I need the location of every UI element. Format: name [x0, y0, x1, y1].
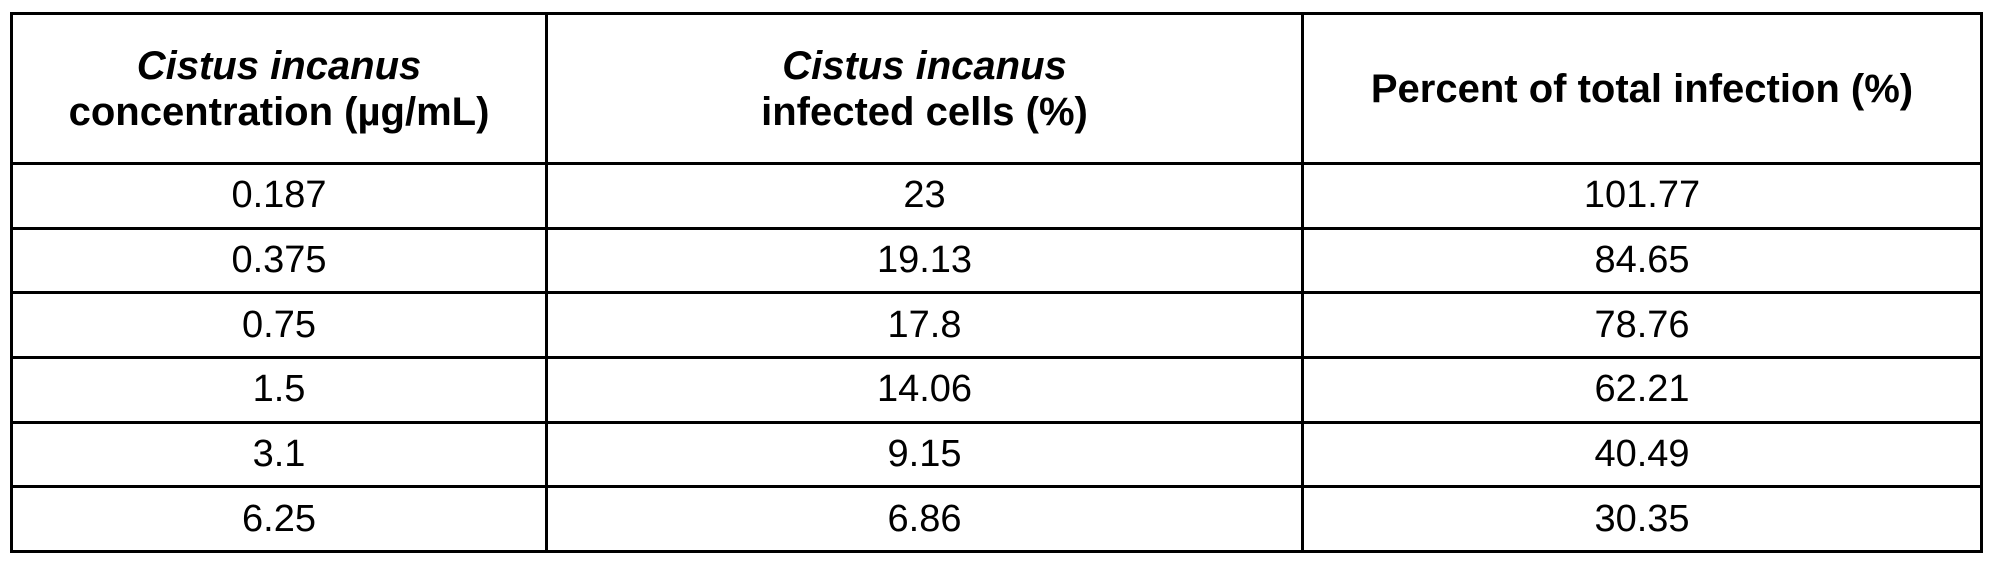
cell-concentration: 1.5: [10, 355, 548, 424]
cell-concentration: 0.187: [10, 162, 548, 230]
cell-percent-total: 30.35: [1301, 485, 1983, 553]
table-row: 0.375 19.13 84.65: [10, 226, 1983, 295]
cell-percent-total: 40.49: [1301, 420, 1983, 489]
cell-concentration: 0.375: [10, 226, 548, 295]
cell-infected-cells: 23: [545, 162, 1304, 230]
header-infected-cells-text: infected cells (%): [761, 89, 1088, 134]
cell-percent-total: 78.76: [1301, 291, 1983, 359]
cell-infected-cells: 19.13: [545, 226, 1304, 295]
table-row: 0.75 17.8 78.76: [10, 291, 1983, 359]
cell-percent-total: 84.65: [1301, 226, 1983, 295]
table-header-row: Cistus incanus concentration (µg/mL) Cis…: [10, 12, 1983, 165]
table-row: 0.187 23 101.77: [10, 162, 1983, 230]
cell-percent-total: 62.21: [1301, 355, 1983, 424]
table-row: 1.5 14.06 62.21: [10, 355, 1983, 424]
results-table-container: Cistus incanus concentration (µg/mL) Cis…: [10, 12, 1983, 553]
cell-percent-total: 101.77: [1301, 162, 1983, 230]
header-infected-cells: Cistus incanus infected cells (%): [545, 12, 1304, 165]
results-table: Cistus incanus concentration (µg/mL) Cis…: [10, 12, 1983, 553]
table-row: 6.25 6.86 30.35: [10, 485, 1983, 553]
cell-concentration: 0.75: [10, 291, 548, 359]
header-concentration-text: concentration (µg/mL): [68, 89, 490, 134]
cell-concentration: 3.1: [10, 420, 548, 489]
header-infected-cells-italic: Cistus incanus: [782, 43, 1067, 88]
header-percent-total-text: Percent of total infection (%): [1370, 66, 1914, 111]
cell-infected-cells: 14.06: [545, 355, 1304, 424]
cell-infected-cells: 9.15: [545, 420, 1304, 489]
cell-infected-cells: 17.8: [545, 291, 1304, 359]
header-concentration-italic: Cistus incanus: [136, 43, 422, 88]
header-concentration: Cistus incanus concentration (µg/mL): [10, 12, 548, 165]
cell-infected-cells: 6.86: [545, 485, 1304, 553]
cell-concentration: 6.25: [10, 485, 548, 553]
header-percent-total: Percent of total infection (%): [1301, 12, 1983, 165]
table-row: 3.1 9.15 40.49: [10, 420, 1983, 489]
